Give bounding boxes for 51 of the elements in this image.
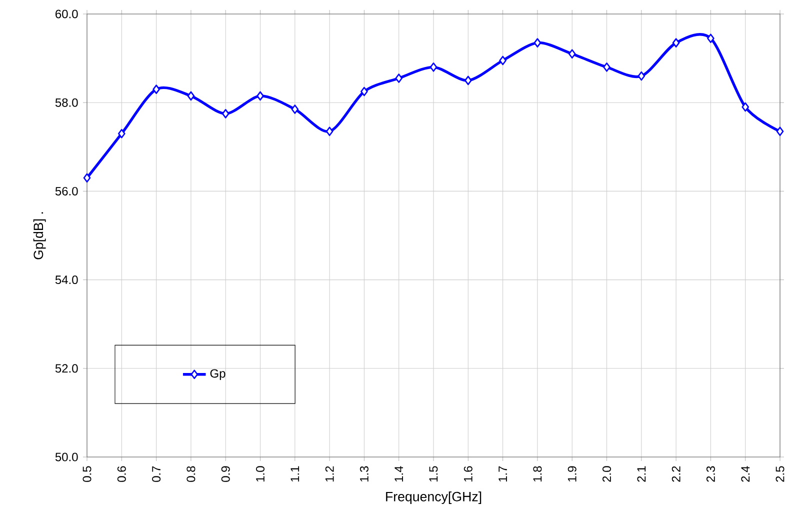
point	[83, 173, 91, 183]
x-tick-label: 1.6	[464, 466, 472, 482]
x-tick-label: 0.9	[221, 466, 230, 482]
point	[256, 91, 264, 101]
x-tick-label: 0.8	[186, 466, 196, 482]
x-tick-label: 0.5	[82, 466, 92, 482]
point	[707, 34, 714, 44]
x-tick-label: 2.0	[602, 466, 612, 482]
x-tick-label: 0.6	[117, 466, 126, 482]
x-tick-label: 1.5	[429, 466, 438, 482]
point	[534, 38, 542, 48]
point	[742, 102, 750, 112]
x-tick-label: 1.3	[360, 466, 368, 482]
point	[568, 49, 576, 59]
point	[291, 104, 299, 114]
point	[603, 62, 610, 72]
x-tick-label: 1.8	[533, 466, 542, 482]
point	[187, 91, 195, 101]
point	[360, 86, 368, 96]
y-tick-label: 60.0	[56, 10, 78, 18]
y-tick-label: 54.0	[55, 276, 78, 284]
x-tick-label: 2.2	[672, 466, 680, 482]
x-tick-label: 2.1	[637, 466, 646, 482]
y-tick-label: 58.0	[55, 98, 78, 107]
point	[152, 84, 160, 94]
point	[222, 109, 230, 118]
y-tick-label: 52.0	[55, 364, 78, 373]
x-tick-label: 0.7	[152, 466, 161, 482]
x-tick-label: 1.9	[568, 466, 576, 482]
x-tick-label: 2.5	[776, 466, 784, 482]
y-tick-label: 50.0	[55, 452, 78, 462]
point	[430, 62, 438, 72]
y-axis-title: Gp[dB] .	[33, 212, 46, 260]
x-tick-label: 2.4	[741, 466, 750, 482]
x-tick-label: 1.7	[498, 466, 507, 482]
point	[638, 71, 646, 81]
legend-label: Gp	[210, 369, 226, 380]
point	[499, 56, 506, 66]
x-tick-label: 1.1	[290, 466, 300, 482]
x-axis-title: Frequency[GHz]	[386, 492, 482, 504]
point	[776, 126, 784, 136]
x-tick-label: 1.4	[394, 466, 403, 482]
y-tick-label: 56.0	[55, 186, 78, 196]
point	[464, 76, 472, 86]
point	[672, 38, 680, 48]
x-tick-label: 2.3	[706, 466, 715, 482]
x-tick-label: 1.0	[256, 466, 265, 482]
x-tick-label: 1.2	[325, 466, 334, 482]
point	[395, 74, 403, 83]
point	[118, 128, 126, 138]
point	[326, 126, 334, 136]
